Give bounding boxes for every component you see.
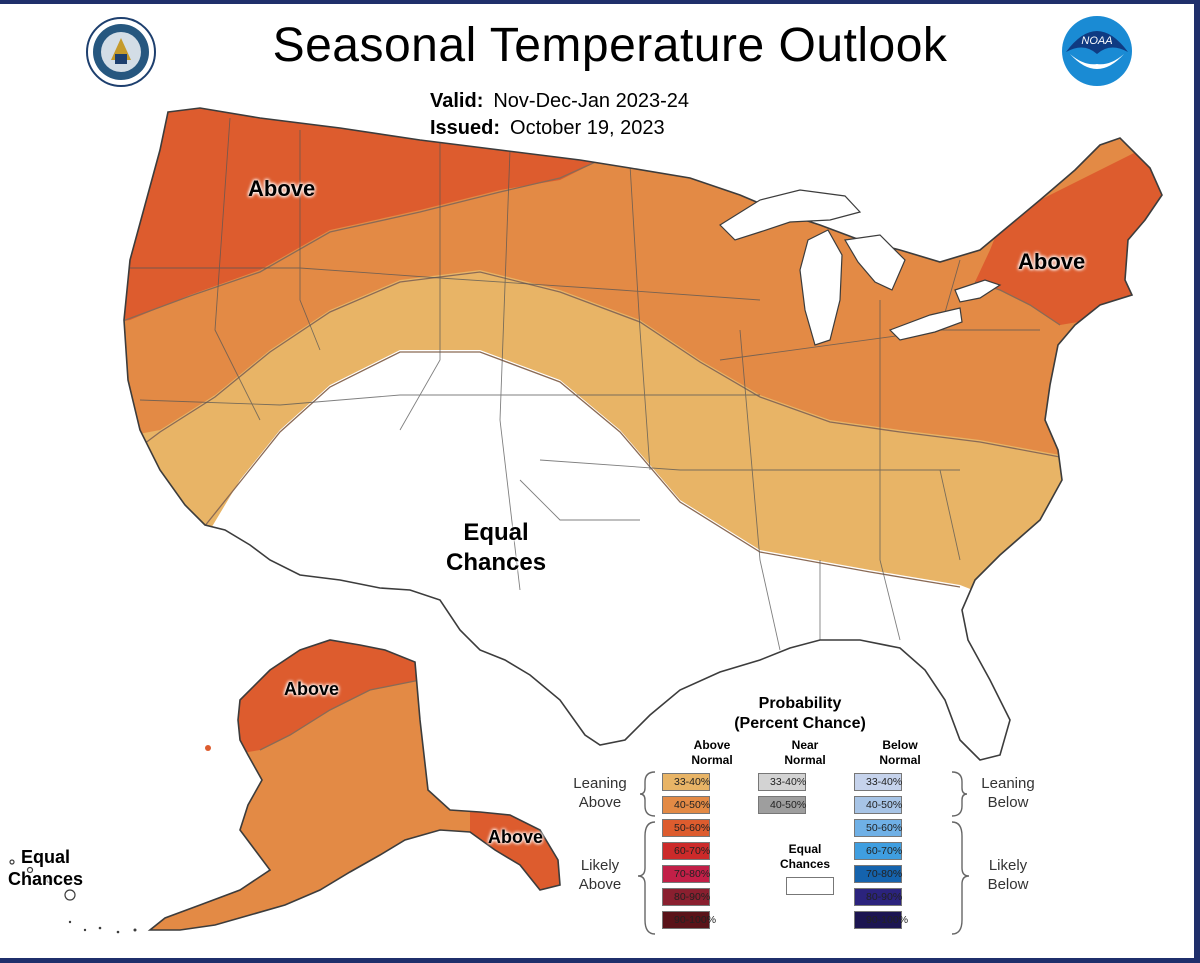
legend-label-below-2: 50-60%	[866, 822, 903, 834]
issued-line: Issued: October 19, 2023	[430, 117, 665, 140]
legend-swatch-below-5	[854, 888, 902, 906]
legend-label-below-4: 70-80%	[866, 868, 903, 880]
legend-label-below-6: 90-100%	[866, 914, 909, 926]
leaning-above-2: Above	[578, 794, 622, 811]
legend-near-header: Near Normal	[765, 738, 845, 768]
label-alaska-se-above: Above	[488, 827, 544, 847]
legend-above-header: Above Normal	[672, 738, 752, 768]
above-head-1: Above	[693, 738, 731, 752]
equal-head-1: Equal	[788, 842, 822, 856]
legend-title: Probability (Percent Chance)	[700, 694, 900, 734]
legend-swatch-above-6	[662, 911, 710, 929]
likely-below-1: Likely	[988, 857, 1028, 874]
legend-label-above-1: 40-50%	[674, 799, 711, 811]
below-head-1: Below	[882, 738, 918, 752]
leaning-below-2: Below	[987, 794, 1029, 811]
legend-swatch-below-3	[854, 842, 902, 860]
legend-label-near-0: 33-40%	[770, 776, 807, 788]
legend-swatch-below-6	[854, 911, 902, 929]
legend-label-above-6: 90-100%	[674, 914, 717, 926]
label-alaska-above: Above	[284, 679, 340, 699]
aleutian-islands	[68, 745, 211, 934]
legend-label-above-3: 60-70%	[674, 845, 711, 857]
legend-swatch-below-0	[854, 773, 902, 791]
label-hi-chances: Chances	[8, 869, 84, 889]
legend-swatch-below-4	[854, 865, 902, 883]
legend-label-below-5: 80-90%	[866, 891, 903, 903]
legend-label-above-4: 70-80%	[674, 868, 711, 880]
top-border	[0, 0, 1200, 4]
likely-below-label: Likely Below	[968, 856, 1048, 894]
label-hi-equal: Equal	[21, 847, 71, 867]
legend-swatch-near-1	[758, 796, 806, 814]
noaa-text: NOAA	[1081, 35, 1112, 47]
hawaii-islands	[9, 859, 76, 901]
near-head-2: Normal	[784, 753, 826, 767]
page-title: Seasonal Temperature Outlook	[272, 19, 948, 72]
noaa-logo-icon: NOAA	[1062, 16, 1132, 86]
legend-below-header: Below Normal	[860, 738, 940, 768]
legend-swatch-below-1	[854, 796, 902, 814]
leaning-below-label: Leaning Below	[968, 774, 1048, 812]
commerce-seal-icon	[86, 17, 156, 87]
label-hawaii-equal-chances: Equal Chances	[8, 846, 83, 890]
label-equal: Equal	[463, 519, 529, 546]
legend-label-near-1: 40-50%	[770, 799, 807, 811]
right-border	[1194, 0, 1200, 963]
leaning-above-label: Leaning Above	[560, 774, 640, 812]
band-50-60-northwest	[124, 108, 620, 340]
legend-label-below-0: 33-40%	[866, 776, 903, 788]
leaning-below-1: Leaning	[981, 775, 1035, 792]
label-chances: Chances	[446, 549, 547, 576]
legend-swatch-above-3	[662, 842, 710, 860]
likely-below-2: Below	[987, 876, 1029, 893]
near-head-1: Near	[791, 738, 819, 752]
legend-title-line2: (Percent Chance)	[734, 715, 866, 732]
label-northwest-above: Above	[248, 176, 316, 201]
legend-label-above-2: 50-60%	[674, 822, 711, 834]
equal-chances-swatch	[786, 877, 834, 895]
issued-value: October 19, 2023	[510, 117, 665, 139]
label-equal-chances: Equal Chances	[446, 518, 546, 578]
legend-title-line1: Probability	[758, 695, 842, 712]
bottom-border	[0, 958, 1200, 963]
leaning-above-1: Leaning	[573, 775, 627, 792]
legend-swatch-above-5	[662, 888, 710, 906]
above-head-2: Normal	[691, 753, 733, 767]
likely-above-2: Above	[578, 876, 622, 893]
valid-line: Valid: Nov-Dec-Jan 2023-24	[430, 90, 689, 113]
likely-above-label: Likely Above	[560, 856, 640, 894]
legend-label-below-1: 40-50%	[866, 799, 903, 811]
likely-above-1: Likely	[580, 857, 620, 874]
great-lakes	[719, 189, 1002, 346]
issued-label: Issued:	[430, 117, 501, 139]
legend-swatch-below-2	[854, 819, 902, 837]
legend-label-below-3: 60-70%	[866, 845, 903, 857]
below-head-2: Normal	[879, 753, 921, 767]
valid-label: Valid:	[430, 90, 484, 112]
valid-value: Nov-Dec-Jan 2023-24	[493, 90, 690, 112]
equal-head-2: Chances	[779, 857, 831, 871]
legend-equal-chances: Equal Chances	[765, 842, 845, 872]
legend-label-above-0: 33-40%	[674, 776, 711, 788]
legend-swatch-above-2	[662, 819, 710, 837]
legend-swatch-above-1	[662, 796, 710, 814]
legend-swatch-above-4	[662, 865, 710, 883]
legend-label-above-5: 80-90%	[674, 891, 711, 903]
legend-swatch-above-0	[662, 773, 710, 791]
legend-swatch-near-0	[758, 773, 806, 791]
label-northeast-above: Above	[1018, 249, 1086, 274]
